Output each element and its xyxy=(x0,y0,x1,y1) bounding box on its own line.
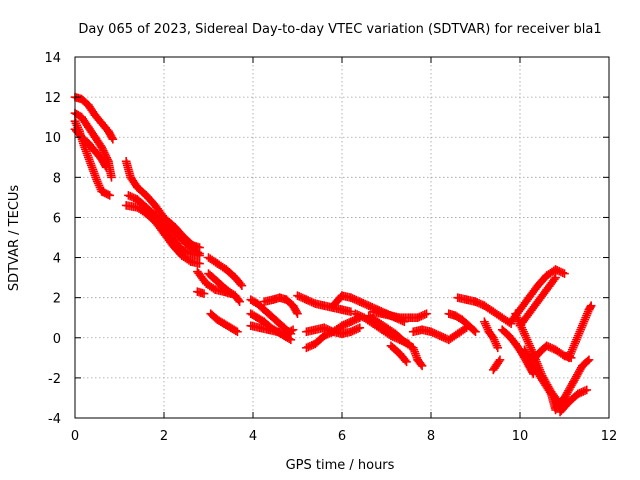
series-arc-k xyxy=(193,267,236,298)
x-tick-label: 8 xyxy=(427,429,435,444)
data-point xyxy=(199,289,209,298)
data-point xyxy=(288,325,298,335)
data-point xyxy=(495,355,505,365)
series-arc-ad xyxy=(488,355,505,375)
data-point xyxy=(105,191,115,200)
series-arc-h xyxy=(161,215,204,252)
data-point xyxy=(226,289,236,298)
data-point xyxy=(355,323,365,333)
x-tick-label: 10 xyxy=(512,429,529,444)
series-arc-aa xyxy=(444,309,480,337)
series-arc-i xyxy=(204,253,247,290)
data-point xyxy=(346,307,356,317)
x-tick-label: 0 xyxy=(71,429,79,444)
data-point xyxy=(469,326,479,335)
y-tick-label: 4 xyxy=(53,252,61,267)
series-arc-w xyxy=(364,311,427,371)
series-arc-g xyxy=(124,191,204,260)
series-arc-t xyxy=(302,323,365,339)
data-point xyxy=(582,385,592,395)
chart-title: Day 065 of 2023, Sidereal Day-to-day VTE… xyxy=(78,22,601,37)
data-point xyxy=(237,281,247,290)
x-axis-label: GPS time / hours xyxy=(286,458,395,473)
data-point xyxy=(422,309,431,319)
data-point xyxy=(195,259,204,268)
y-tick-label: 0 xyxy=(53,332,61,347)
data-point xyxy=(195,251,204,260)
y-tick-label: 14 xyxy=(44,51,61,66)
y-tick-label: -4 xyxy=(48,412,61,427)
y-tick-label: 2 xyxy=(53,292,61,307)
series-arc-z xyxy=(408,323,471,345)
x-tick-label: 4 xyxy=(249,429,257,444)
series-arc-q xyxy=(259,293,302,319)
data-point xyxy=(286,335,296,345)
x-tick-label: 2 xyxy=(160,429,168,444)
data-point xyxy=(233,327,242,337)
series-arc-ak xyxy=(551,355,594,413)
series-arc-m xyxy=(193,287,209,298)
y-tick-label: -2 xyxy=(48,372,61,387)
data-point xyxy=(293,309,302,319)
x-tick-label: 12 xyxy=(601,429,618,444)
series-arc-l xyxy=(206,309,242,337)
y-tick-label: 12 xyxy=(44,91,61,106)
data-marks xyxy=(70,92,596,417)
data-point xyxy=(234,295,243,305)
y-tick-label: 8 xyxy=(53,171,61,186)
series-arc-y xyxy=(368,307,431,323)
y-axis-label: SDTVAR / TECUs xyxy=(7,185,22,292)
data-point xyxy=(417,361,427,371)
series-arc-al xyxy=(555,385,592,417)
y-tick-label: 10 xyxy=(44,131,61,146)
data-point xyxy=(108,134,118,144)
axis-ticks: 0 2 4 6 8 10 12 -4 -2 0 2 4 6 8 10 12 14 xyxy=(44,51,617,444)
data-point xyxy=(493,343,503,353)
data-point xyxy=(471,327,480,337)
data-point xyxy=(416,360,426,369)
grid-lines xyxy=(75,57,609,418)
data-point xyxy=(551,273,560,282)
data-point xyxy=(584,355,594,365)
data-point xyxy=(101,163,111,172)
data-point xyxy=(583,356,592,366)
series-arc-p xyxy=(246,321,298,339)
data-point xyxy=(560,269,569,278)
series-arc-am xyxy=(564,301,596,363)
data-point xyxy=(235,297,244,306)
series-arc-ah xyxy=(511,309,565,409)
data-point xyxy=(586,301,596,310)
y-tick-label: 6 xyxy=(53,211,61,226)
series-arc-ac xyxy=(480,317,503,353)
data-point xyxy=(402,357,411,367)
data-point xyxy=(107,173,116,182)
x-tick-label: 6 xyxy=(338,429,346,444)
data-point xyxy=(195,243,204,252)
series-arc-d xyxy=(70,124,111,172)
series-arc-x xyxy=(386,341,411,367)
